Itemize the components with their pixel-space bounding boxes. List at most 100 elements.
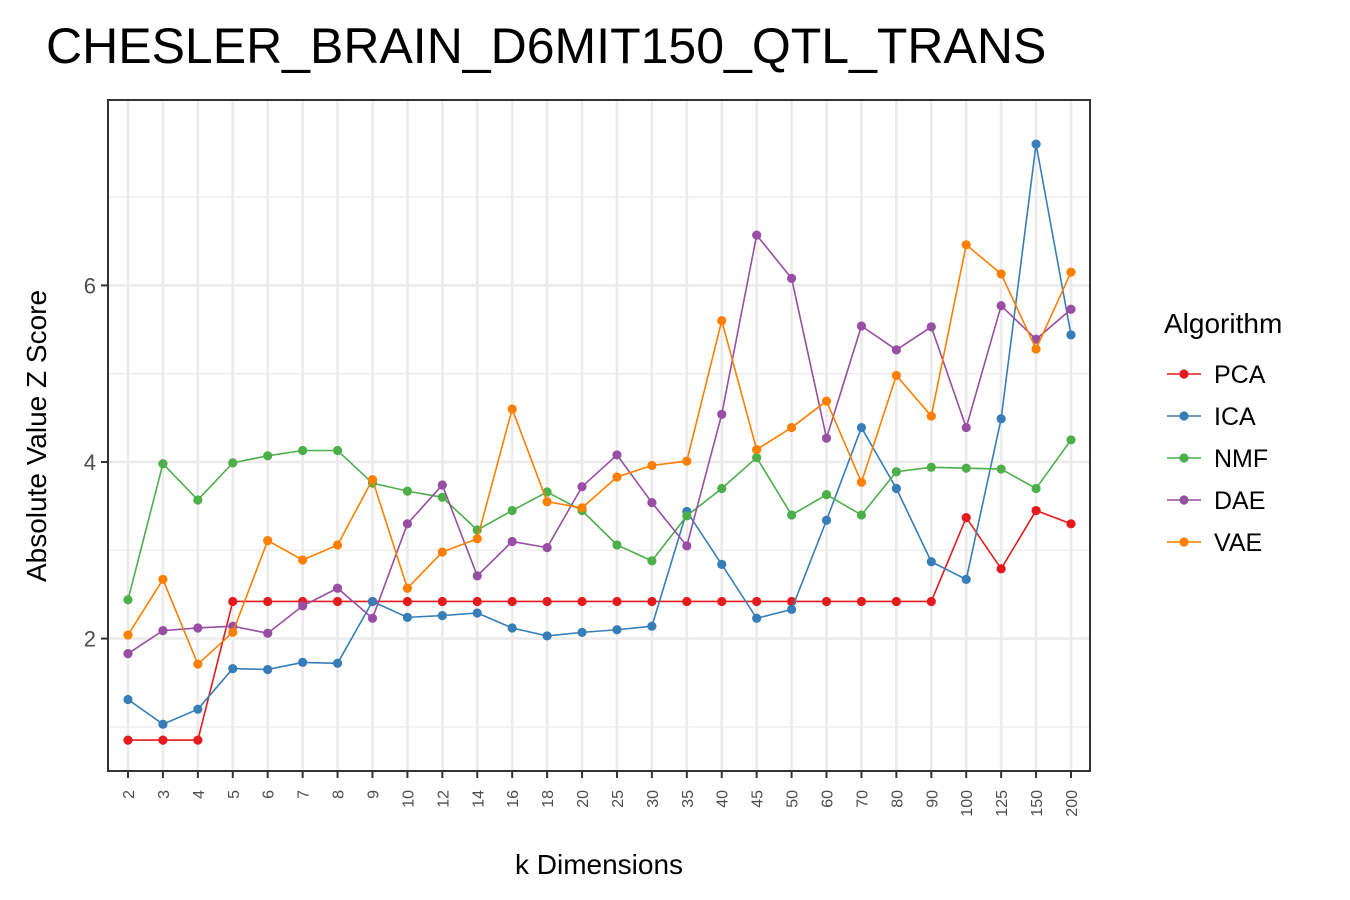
data-point-vae	[752, 445, 762, 455]
data-point-vae	[158, 574, 168, 585]
x-tick-label: 100	[959, 790, 976, 817]
y-tick-label: 6	[84, 273, 96, 298]
data-point-nmf	[612, 540, 622, 550]
data-point-vae	[926, 411, 936, 421]
data-point-vae	[437, 547, 447, 557]
data-point-dae	[158, 626, 168, 636]
data-point-vae	[263, 535, 273, 546]
data-point-dae	[193, 623, 203, 633]
x-tick-label: 50	[785, 790, 802, 808]
data-point-vae	[507, 404, 517, 414]
data-point-pca	[158, 735, 168, 745]
data-point-nmf	[891, 467, 901, 477]
data-point-vae	[123, 630, 133, 640]
data-point-vae	[228, 627, 238, 637]
data-point-nmf	[263, 451, 273, 461]
x-tick-label: 6	[261, 790, 278, 799]
data-point-dae	[1031, 334, 1041, 344]
x-tick-label: 18	[540, 790, 557, 808]
data-point-dae	[123, 648, 133, 659]
data-point-ica	[402, 612, 413, 622]
data-point-nmf	[158, 459, 168, 469]
data-point-dae	[367, 613, 378, 623]
data-point-dae	[542, 543, 552, 553]
data-point-vae	[682, 456, 692, 466]
legend-key-point-vae	[1179, 537, 1189, 547]
data-point-ica	[856, 422, 867, 433]
data-point-pca	[228, 596, 238, 607]
data-point-pca	[926, 596, 936, 607]
series-line-vae	[127, 243, 1072, 666]
x-tick-label: 14	[470, 790, 487, 808]
legend-label-nmf: NMF	[1214, 445, 1268, 473]
data-point-dae	[996, 301, 1006, 311]
legend-label-pca: PCA	[1214, 361, 1266, 389]
data-point-ica	[961, 574, 971, 585]
data-point-pca	[891, 596, 901, 607]
data-point-vae	[891, 370, 901, 381]
data-point-vae	[996, 269, 1006, 279]
data-point-dae	[647, 498, 657, 508]
data-point-nmf	[402, 486, 413, 496]
data-point-pca	[821, 596, 832, 607]
data-point-pca	[193, 735, 203, 745]
data-point-nmf	[717, 483, 727, 494]
y-tick-label: 2	[84, 627, 96, 652]
series-line-ica	[127, 144, 1072, 726]
data-point-nmf	[926, 462, 936, 472]
data-point-ica	[228, 663, 238, 674]
legend-label-ica: ICA	[1214, 403, 1256, 431]
data-point-nmf	[961, 463, 971, 473]
data-point-vae	[647, 460, 657, 471]
data-point-ica	[507, 623, 517, 633]
data-point-dae	[961, 422, 971, 433]
x-axis-title: k Dimensions	[515, 849, 683, 880]
data-point-pca	[961, 513, 971, 523]
x-tick-label: 200	[1064, 790, 1081, 817]
data-point-vae	[193, 659, 203, 669]
data-point-dae	[298, 601, 308, 611]
data-point-vae	[856, 477, 867, 487]
data-point-pca	[507, 596, 517, 607]
data-point-dae	[1066, 304, 1076, 314]
data-point-ica	[786, 604, 797, 615]
plot-panel-background	[108, 100, 1090, 771]
data-point-dae	[786, 273, 797, 283]
data-point-pca	[402, 596, 413, 607]
x-tick-label: 45	[750, 790, 767, 808]
x-tick-label: 90	[924, 790, 941, 808]
data-point-nmf	[682, 511, 692, 521]
data-point-vae	[786, 422, 797, 433]
x-tick-label: 35	[680, 790, 697, 808]
chart-title: CHESLER_BRAIN_D6MIT150_QTL_TRANS	[46, 18, 1046, 74]
data-point-nmf	[647, 556, 657, 566]
data-point-ica	[263, 664, 273, 675]
data-point-dae	[612, 450, 622, 460]
data-point-pca	[123, 735, 133, 745]
data-point-nmf	[193, 495, 203, 505]
data-point-dae	[752, 230, 762, 240]
x-tick-label: 8	[331, 790, 348, 799]
data-point-vae	[542, 497, 552, 507]
data-point-dae	[682, 541, 692, 551]
x-tick-label: 10	[400, 790, 417, 808]
x-tick-label: 60	[820, 790, 837, 808]
series-layer	[123, 139, 1076, 745]
data-point-nmf	[996, 464, 1006, 474]
data-point-vae	[1066, 267, 1076, 277]
data-point-pca	[717, 596, 727, 607]
data-point-vae	[402, 583, 413, 593]
data-point-vae	[821, 396, 832, 406]
legend-title: Algorithm	[1164, 308, 1282, 339]
data-point-pca	[472, 596, 482, 607]
data-point-ica	[123, 694, 133, 705]
x-tick-label: 2	[121, 790, 138, 799]
data-point-nmf	[1066, 435, 1076, 445]
data-point-pca	[332, 596, 343, 607]
data-point-ica	[612, 625, 622, 635]
data-point-nmf	[786, 510, 797, 520]
data-point-vae	[332, 540, 343, 550]
data-point-nmf	[821, 490, 832, 500]
data-point-ica	[542, 631, 552, 641]
